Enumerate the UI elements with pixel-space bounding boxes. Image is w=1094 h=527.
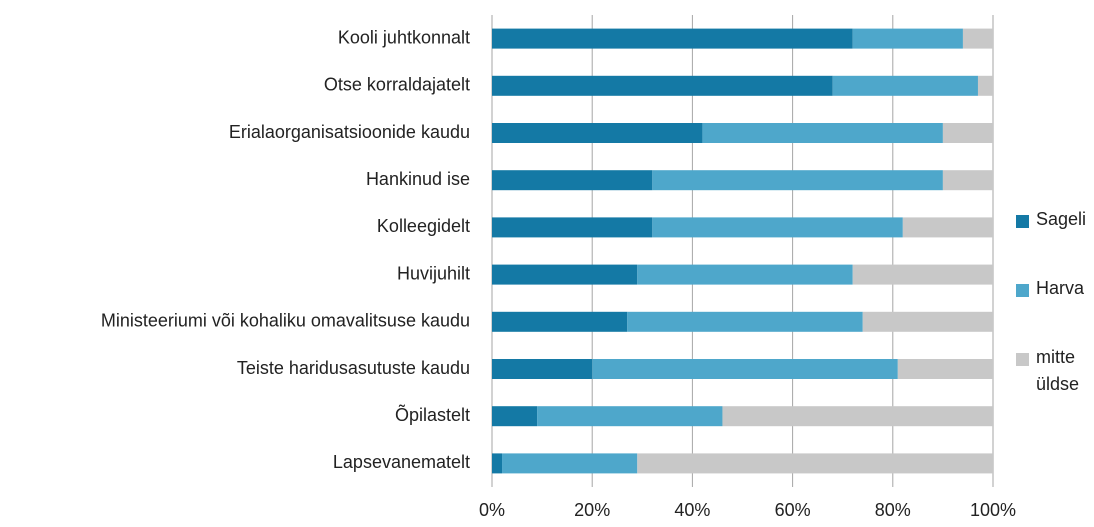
y-tick-label: Õpilastelt bbox=[395, 404, 470, 425]
y-tick-label: Teiste haridusasutuste kaudu bbox=[237, 358, 470, 378]
bar-segment bbox=[492, 170, 653, 191]
legend-label: Sageli bbox=[1036, 209, 1087, 229]
y-tick-label: Hankinud ise bbox=[366, 169, 470, 189]
x-tick-label: 20% bbox=[574, 500, 610, 520]
bar-segment bbox=[852, 28, 963, 49]
bar-segment bbox=[962, 28, 993, 49]
bar-segment bbox=[492, 28, 853, 49]
legend-swatch bbox=[1016, 284, 1029, 297]
bar-segment bbox=[702, 123, 943, 143]
bar-segment bbox=[977, 75, 993, 96]
bar-segment bbox=[862, 311, 993, 332]
bar-segment bbox=[492, 123, 703, 143]
legend-item: Sageli bbox=[1012, 206, 1092, 275]
y-tick-label: Huvijuhilt bbox=[397, 263, 470, 283]
bar-segment bbox=[902, 217, 993, 238]
y-tick-label: Otse korraldajatelt bbox=[324, 75, 470, 95]
bar-segment bbox=[492, 264, 638, 285]
x-tick-label: 100% bbox=[970, 500, 1016, 520]
bar-segment bbox=[492, 453, 503, 474]
x-tick-label: 80% bbox=[875, 500, 911, 520]
x-tick-label: 60% bbox=[775, 500, 811, 520]
bar-segment bbox=[942, 170, 993, 191]
bar-segment bbox=[722, 406, 993, 427]
bar-segment bbox=[832, 75, 978, 96]
legend-label: Harva bbox=[1036, 278, 1085, 298]
y-tick-label: Kolleegidelt bbox=[377, 216, 470, 236]
bar-segment bbox=[492, 406, 538, 427]
bar-segment bbox=[897, 359, 993, 379]
legend-label: mitte üldse bbox=[1036, 347, 1080, 394]
bar-segment bbox=[492, 359, 593, 379]
bar-segment bbox=[492, 217, 653, 238]
legend-item: mitte üldse bbox=[1012, 344, 1092, 413]
bar-segment bbox=[537, 406, 723, 427]
bar-segment bbox=[852, 264, 993, 285]
bar-segment bbox=[502, 453, 638, 474]
legend: Sageli Harva mitte üldse bbox=[1012, 206, 1092, 413]
bar-segment bbox=[627, 311, 863, 332]
y-tick-label: Lapsevanematelt bbox=[333, 452, 470, 472]
bar-segment bbox=[942, 123, 993, 143]
legend-swatch bbox=[1016, 353, 1029, 366]
y-tick-label: Erialaorganisatsioonide kaudu bbox=[229, 122, 470, 142]
bar-segment bbox=[637, 453, 993, 474]
y-tick-label: Ministeeriumi või kohaliku omavalitsuse … bbox=[101, 311, 470, 331]
x-tick-label: 40% bbox=[674, 500, 710, 520]
bar-segment bbox=[492, 311, 628, 332]
bar-segment bbox=[652, 217, 903, 238]
bar-segment bbox=[492, 75, 833, 96]
y-tick-label: Kooli juhtkonnalt bbox=[338, 27, 470, 47]
x-tick-label: 0% bbox=[479, 500, 505, 520]
bar-segment bbox=[652, 170, 943, 191]
legend-swatch bbox=[1016, 215, 1029, 228]
bar-segment bbox=[637, 264, 853, 285]
legend-item: Harva bbox=[1012, 275, 1092, 344]
bar-segment bbox=[592, 359, 898, 379]
